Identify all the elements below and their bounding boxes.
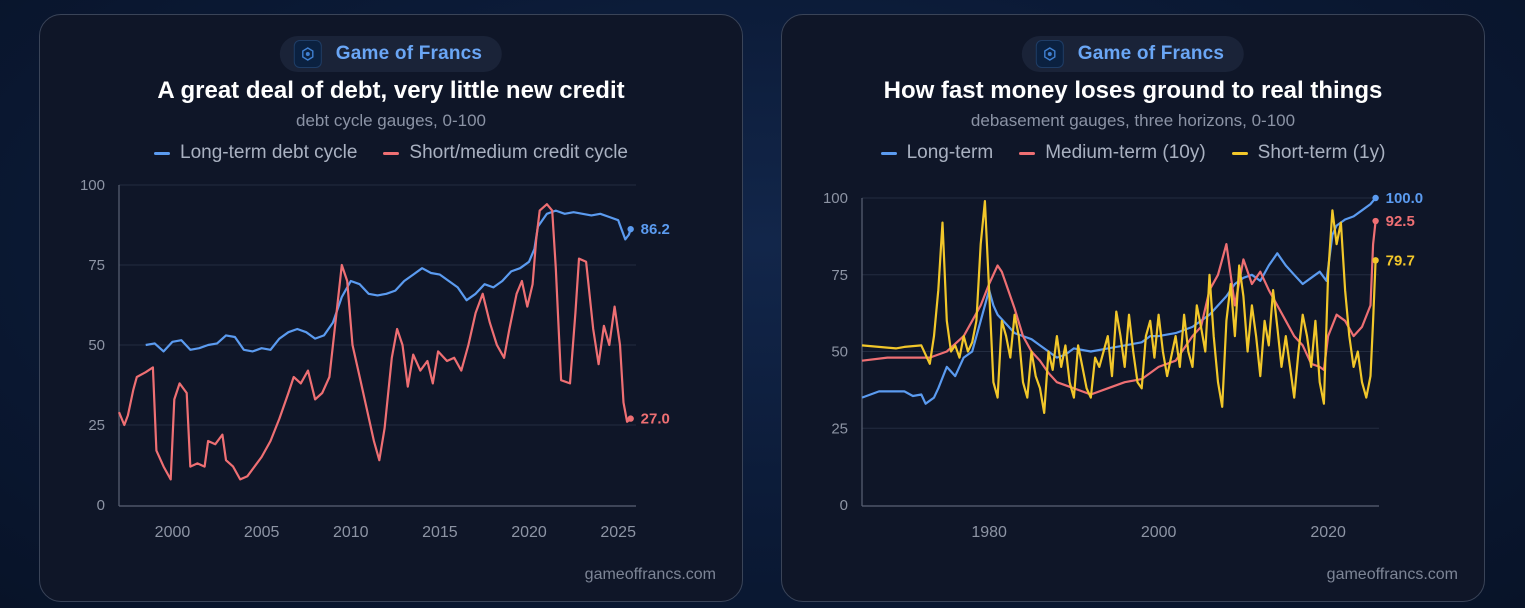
y-tick-label: 25 [831, 420, 848, 437]
y-tick-label: 50 [88, 337, 105, 354]
series-end-label: 27.0 [641, 411, 670, 428]
legend-item-long-term: Long-term [880, 142, 994, 164]
y-tick-label: 75 [831, 267, 848, 284]
series-end-label: 86.2 [641, 221, 670, 238]
x-tick-label: 2020 [1310, 524, 1346, 541]
y-tick-label: 25 [88, 417, 105, 434]
chart-card-debasement: Game of Francs How fast money loses grou… [781, 14, 1485, 602]
x-tick-label: 2000 [155, 524, 191, 541]
x-tick-label: 2000 [1141, 524, 1177, 541]
legend-swatch [1231, 151, 1248, 155]
chart-card-debt: Game of Francs A great deal of debt, ver… [39, 14, 743, 602]
x-tick-label: 2005 [244, 524, 280, 541]
x-tick-label: 2025 [600, 524, 636, 541]
series-end-point [627, 415, 634, 422]
series-end-label: 92.5 [1386, 213, 1415, 230]
series-end-point [1372, 194, 1379, 202]
legend-label: Short-term (1y) [1257, 142, 1386, 163]
legend-label: Long-term debt cycle [180, 142, 358, 163]
y-tick-label: 100 [80, 177, 105, 194]
chart-legend: Long-term debt cycle Short/medium credit… [40, 142, 742, 164]
chart-title: A great deal of debt, very little new cr… [157, 77, 625, 104]
series-line-2 [861, 200, 1377, 414]
y-tick-label: 100 [823, 190, 848, 207]
legend-swatch [880, 151, 897, 155]
legend-item-medium-term: Medium-term (10y) [1019, 142, 1206, 164]
legend-label: Long-term [906, 142, 994, 163]
y-tick-label: 75 [88, 257, 105, 274]
x-tick-label: 2015 [422, 524, 458, 541]
legend-swatch [154, 151, 170, 155]
legend-item-short-medium-credit: Short/medium credit cycle [383, 142, 628, 164]
brand-logo-icon [293, 40, 322, 68]
legend-label: Medium-term (10y) [1045, 142, 1206, 163]
brand-logo-icon [1035, 40, 1064, 68]
line-chart-debasement: 0 25 50 75 100 1980 2000 2020 100.0 92.5 79.7 [823, 190, 1424, 541]
source-footer: gameoffrancs.com [1326, 566, 1458, 583]
y-tick-label: 0 [840, 497, 848, 514]
x-tick-label: 1980 [971, 524, 1007, 541]
series-end-label: 79.7 [1386, 252, 1415, 269]
brand-badge: Game of Francs [279, 36, 503, 72]
series-line-1 [117, 203, 632, 481]
series-end-point [1372, 257, 1379, 264]
y-tick-label: 0 [97, 497, 105, 514]
brand-name: Game of Francs [335, 43, 483, 64]
chart-legend: Long-term Medium-term (10y) Short-term (… [782, 142, 1484, 164]
series-end-point [627, 225, 634, 233]
source-footer: gameoffrancs.com [584, 566, 716, 583]
series-line-0 [861, 197, 1377, 405]
brand-name: Game of Francs [1077, 43, 1225, 64]
legend-swatch [1019, 151, 1036, 155]
series-line-1 [861, 220, 1377, 396]
series-end-label: 100.0 [1386, 190, 1424, 207]
x-tick-label: 2010 [333, 524, 369, 541]
series-end-point [1372, 217, 1379, 225]
legend-label: Short/medium credit cycle [409, 142, 628, 163]
line-chart-debt: 0 25 50 75 100 2000 2005 2010 2015 2020 2025 86.2 27… [80, 177, 670, 541]
y-tick-label: 50 [831, 344, 848, 361]
x-tick-label: 2020 [511, 524, 547, 541]
series-line-0 [145, 209, 632, 353]
chart-subtitle: debt cycle gauges, 0-100 [296, 111, 486, 130]
brand-badge: Game of Francs [1021, 36, 1245, 72]
chart-subtitle: debasement gauges, three horizons, 0-100 [970, 111, 1296, 130]
chart-title: How fast money loses ground to real thin… [883, 77, 1383, 104]
legend-item-short-term: Short-term (1y) [1231, 142, 1386, 164]
legend-swatch [383, 151, 400, 155]
legend-item-long-term-debt: Long-term debt cycle [154, 142, 357, 164]
